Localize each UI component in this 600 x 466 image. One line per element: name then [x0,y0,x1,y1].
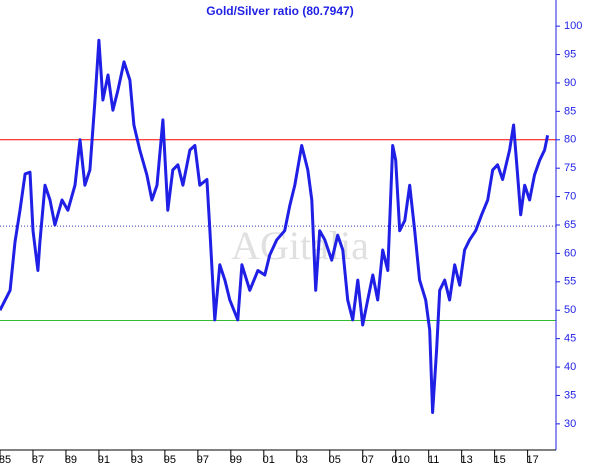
x-tick-label: 17 [526,454,538,466]
y-tick-label: 75 [564,162,576,174]
x-tick-label: 85 [0,454,11,466]
x-tick-label: 15 [494,454,506,466]
x-tick-label: 07 [362,454,374,466]
x-tick-label: 05 [329,454,341,466]
x-tick-label: 03 [296,454,308,466]
y-tick-label: 80 [564,134,576,146]
watermark: AGitalia [231,223,369,268]
x-tick-label: 01 [263,454,275,466]
y-tick-label: 50 [564,304,576,316]
y-tick-label: 35 [564,389,576,401]
x-tick-label: 99 [230,454,242,466]
y-tick-label: 45 [564,333,576,345]
x-tick-label: 93 [131,454,143,466]
ratio-line [0,38,550,414]
x-tick-label: 89 [65,454,77,466]
x-tick-label: 97 [197,454,209,466]
x-tick-label: 95 [164,454,176,466]
chart-title: Gold/Silver ratio (80.7947) [206,4,353,18]
y-tick-label: 70 [564,190,576,202]
y-tick-label: 85 [564,105,576,117]
y-tick-label: 40 [564,361,576,373]
y-tick-label: 65 [564,219,576,231]
x-tick-label: 87 [32,454,44,466]
x-tick-label: 13 [461,454,473,466]
x-tick-label: 11 [428,454,439,466]
y-tick-label: 30 [564,418,576,430]
x-tick-label: 91 [98,454,110,466]
y-tick-label: 60 [564,247,576,259]
x-tick-label: 010 [392,454,410,466]
y-tick-label: 95 [564,48,576,60]
y-tick-label: 55 [564,276,576,288]
y-tick-label: 90 [564,77,576,89]
y-tick-label: 100 [564,20,582,32]
